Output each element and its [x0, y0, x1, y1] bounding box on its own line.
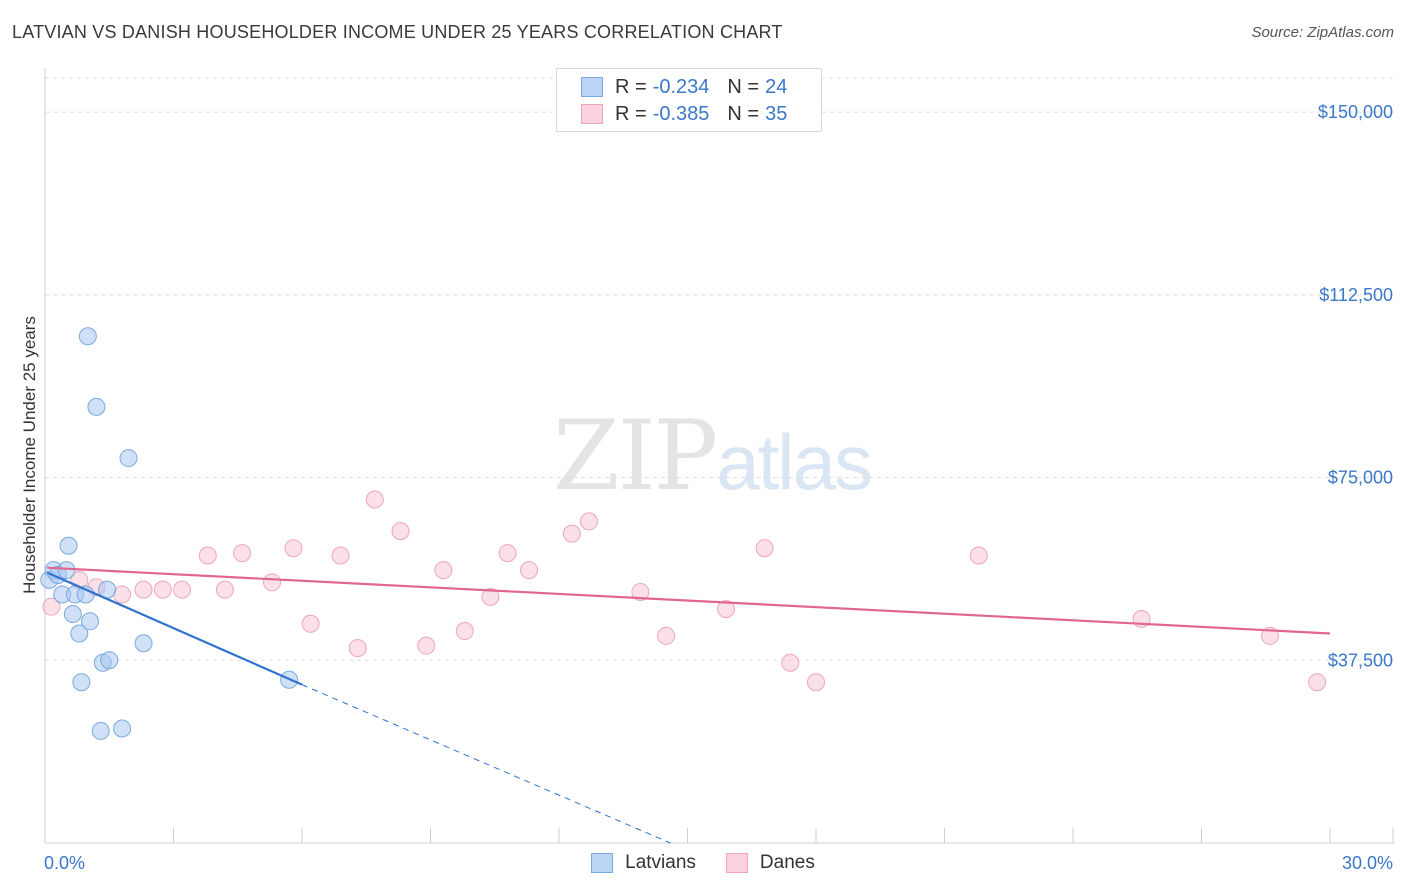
y-tick-label: $150,000: [1318, 102, 1393, 122]
data-point-danes: [657, 626, 676, 645]
data-point-latvians: [134, 634, 153, 653]
data-point-latvians: [72, 673, 91, 692]
chart-title: LATVIAN VS DANISH HOUSEHOLDER INCOME UND…: [12, 22, 783, 42]
data-point-danes: [434, 561, 453, 580]
legend-item-latvians[interactable]: Latvians: [591, 852, 696, 874]
legend-n-label: N =: [727, 102, 760, 125]
y-tick-label: $75,000: [1328, 468, 1393, 488]
data-point-danes: [198, 546, 217, 565]
danes-swatch: [581, 104, 603, 124]
data-point-danes: [153, 580, 172, 599]
y-tick-label: $37,500: [1328, 650, 1393, 670]
data-point-danes: [348, 639, 367, 658]
trend-lines: [46, 566, 1331, 844]
trend-line-latvians-extension: [301, 684, 671, 844]
latvians-series: [40, 327, 299, 740]
data-point-latvians: [113, 719, 132, 738]
correlation-legend: R = -0.234 N = 24 R = -0.385 N = 35: [556, 68, 822, 132]
data-point-danes: [215, 580, 234, 599]
data-point-latvians: [70, 624, 89, 643]
danes-series: [42, 490, 1327, 692]
legend-n-value: 24: [765, 75, 788, 98]
legend-item-danes[interactable]: Danes: [725, 852, 815, 874]
watermark-zip: ZIP: [553, 400, 718, 512]
data-point-latvians: [78, 327, 97, 346]
data-point-danes: [42, 597, 61, 616]
axes: [44, 68, 1395, 844]
data-point-danes: [755, 539, 774, 558]
data-point-danes: [417, 636, 436, 655]
data-point-latvians: [59, 536, 78, 555]
data-point-danes: [1308, 673, 1327, 692]
data-point-danes: [498, 544, 517, 563]
y-axis-label: Householder Income Under 25 years: [20, 316, 39, 594]
data-point-danes: [969, 546, 988, 565]
legend-n-label: N =: [727, 75, 760, 98]
data-point-latvians: [119, 449, 138, 468]
series-legend: Latvians Danes: [0, 852, 1406, 874]
data-point-danes: [807, 673, 825, 692]
data-point-danes: [113, 585, 132, 604]
y-tick-label: $112,500: [1319, 285, 1393, 305]
data-point-latvians: [57, 561, 76, 580]
y-tick-labels: $37,500 $75,000 $112,500 $150,000: [1318, 102, 1393, 670]
data-point-danes: [481, 587, 500, 606]
legend-r-label: R =: [615, 75, 647, 98]
watermark-atlas: atlas: [716, 418, 873, 506]
latvians-legend-label: Latvians: [625, 852, 696, 873]
data-point-danes: [263, 573, 282, 592]
data-point-danes: [579, 512, 598, 531]
data-point-danes: [284, 539, 303, 558]
x-tick-label: 30.0%: [1342, 853, 1393, 873]
data-point-danes: [781, 653, 800, 672]
legend-r-label: R =: [615, 102, 647, 125]
latvians-legend-swatch: [591, 853, 614, 873]
legend-row-latvians: R = -0.234 N = 24: [581, 75, 787, 99]
data-point-danes: [301, 614, 320, 633]
data-point-danes: [391, 522, 410, 541]
legend-n-value: 35: [765, 102, 788, 125]
data-point-danes: [173, 580, 192, 599]
data-point-latvians: [100, 651, 119, 670]
data-point-danes: [717, 600, 736, 619]
data-point-danes: [365, 490, 384, 509]
gridlines: [45, 77, 1395, 661]
danes-legend-label: Danes: [759, 852, 815, 873]
danes-legend-swatch: [725, 853, 748, 873]
data-point-danes: [134, 580, 153, 599]
data-point-danes: [233, 544, 252, 563]
data-point-latvians: [91, 721, 110, 740]
trend-line-danes: [47, 566, 1331, 635]
data-point-danes: [520, 561, 539, 580]
data-point-danes: [631, 583, 650, 602]
legend-row-danes: R = -0.385 N = 35: [581, 102, 787, 126]
x-tick-label: 0.0%: [44, 853, 85, 873]
trend-line-latvians: [46, 571, 303, 686]
data-point-danes: [562, 524, 581, 543]
x-tick-labels: 0.0% 30.0%: [44, 853, 1393, 873]
latvians-swatch: [581, 77, 603, 97]
data-point-latvians: [63, 604, 82, 623]
data-point-latvians: [80, 612, 99, 631]
data-point-danes: [455, 622, 474, 641]
watermark: ZIPatlas: [553, 400, 873, 512]
source-label: Source: ZipAtlas.com: [1251, 24, 1394, 41]
legend-r-value: -0.234: [652, 75, 710, 98]
data-point-latvians: [87, 397, 106, 416]
data-point-danes: [331, 546, 350, 565]
legend-r-value: -0.385: [652, 102, 710, 125]
